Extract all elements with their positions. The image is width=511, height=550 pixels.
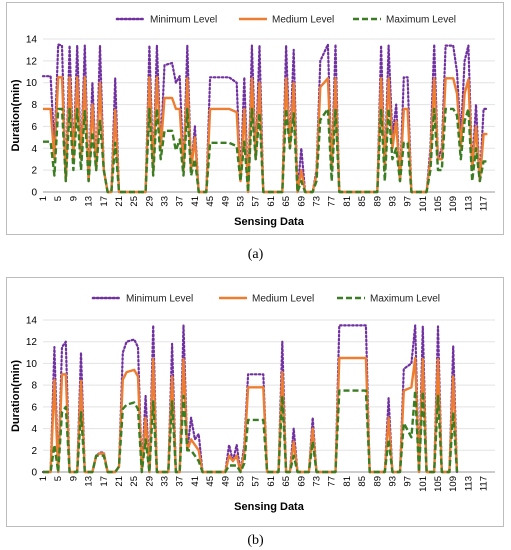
chart-a-x-tick-label: 101	[418, 196, 429, 212]
chart-a-series-medium-level	[43, 76, 488, 194]
chart-b-legend-label: Medium Level	[252, 294, 314, 305]
chart-a-x-tick-label: 1	[38, 196, 49, 201]
chart-a-x-tick-label: 9	[68, 196, 79, 201]
chart-a-x-tick-label: 93	[387, 196, 398, 207]
chart-b-x-tick-label: 21	[114, 476, 125, 487]
chart-b-x-tick-label: 85	[357, 476, 368, 487]
panel-label-a: (a)	[247, 247, 264, 262]
chart-b-x-tick-label: 37	[175, 476, 186, 487]
chart-a-x-tick-label: 69	[296, 196, 307, 207]
chart-b-y-tick-label: 0	[31, 468, 37, 479]
chart-a-x-tick-label: 77	[327, 196, 338, 207]
chart-b-x-tick-label: 9	[68, 476, 79, 481]
chart-a-x-tick-label: 53	[236, 196, 247, 207]
chart-a-x-tick-label: 117	[479, 196, 490, 211]
chart-a-x-tick-label: 41	[190, 196, 201, 207]
chart-a-x-tick-label: 49	[220, 196, 231, 207]
chart-a-series-maximum-level	[43, 107, 488, 194]
chart-b-legend-label: Maximum Level	[370, 294, 440, 305]
panel-label-b: (b)	[247, 533, 264, 548]
chart-b-x-tick-label: 33	[160, 476, 171, 487]
chart-b-x-tick-label: 109	[448, 476, 459, 492]
chart-b-x-tick-label: 53	[236, 476, 247, 487]
chart-b-y-tick-label: 8	[31, 381, 37, 392]
line-chart-a: 0 2 4 6 8 10 12 14 1 5 9 13 17 21 25 29 33 37 41 45 49 53 57 61…	[10, 15, 495, 228]
chart-a-x-tick-label: 13	[84, 196, 95, 207]
chart-a-x-tick-label: 109	[448, 196, 459, 212]
chart-a-y-tick-label: 14	[26, 35, 38, 46]
chart-a-y-tick-label: 4	[31, 144, 37, 155]
chart-b-x-tick-label: 65	[281, 476, 292, 487]
chart-a-y-tick-label: 8	[31, 100, 37, 111]
chart-a-x-tick-label: 33	[160, 196, 171, 207]
chart-a-x-tick-label: 25	[129, 196, 140, 207]
chart-b-x-tick-label: 93	[387, 476, 398, 487]
chart-a-x-tick-label: 57	[251, 196, 262, 207]
chart-a-y-tick-label: 12	[26, 56, 38, 67]
chart-b-x-tick-label: 61	[266, 476, 277, 487]
chart-b-y-axis-label: Duration(min)	[10, 360, 22, 432]
chart-a-x-tick-label: 61	[266, 196, 277, 207]
chart-b-series-medium-level	[43, 356, 459, 474]
chart-b-x-tick-label: 101	[418, 476, 429, 492]
chart-b-x-tick-label: 89	[372, 476, 383, 487]
chart-a-x-tick-label: 81	[342, 196, 353, 207]
chart-a-x-tick-label: 97	[403, 196, 414, 207]
chart-a-x-tick-label: 29	[144, 196, 155, 207]
chart-b-x-tick-label: 69	[296, 476, 307, 487]
chart-a-x-tick-label: 105	[433, 196, 444, 212]
chart-a-x-tick-label: 113	[463, 196, 474, 211]
chart-panel-a: 0 2 4 6 8 10 12 14 1 5 9 13 17 21 25 29 33 37 41 45 49 53 57 61…	[6, 2, 504, 235]
chart-b-y-tick-label: 4	[31, 424, 37, 435]
chart-a-x-axis-label: Sensing Data	[234, 216, 305, 228]
chart-a-y-axis-label: Duration(min)	[10, 79, 22, 151]
chart-b-x-tick-label: 49	[220, 476, 231, 487]
chart-b-x-tick-label: 105	[433, 476, 444, 492]
chart-b-legend-label: Minimum Level	[126, 294, 193, 305]
chart-a-legend-label: Medium Level	[272, 15, 334, 26]
chart-a-x-tick-label: 5	[53, 196, 64, 201]
chart-b-y-tick-label: 10	[26, 359, 38, 370]
chart-a-x-tick-label: 37	[175, 196, 186, 207]
chart-a-x-tick-label: 65	[281, 196, 292, 207]
chart-b-x-tick-label: 5	[53, 476, 64, 481]
chart-a-x-tick-label: 21	[114, 196, 125, 207]
chart-a-y-tick-label: 0	[31, 188, 37, 199]
chart-b-x-axis-label: Sensing Data	[234, 501, 305, 513]
chart-b-x-tick-label: 97	[403, 476, 414, 487]
chart-panel-b: 0 2 4 6 8 10 12 14 1 5 9 13 17 21 25 29 33 37 41 45 49 53 57 61…	[6, 277, 504, 527]
chart-b-x-tick-label: 81	[342, 476, 353, 487]
chart-a-x-tick-label: 85	[357, 196, 368, 207]
chart-b-x-tick-label: 77	[327, 476, 338, 487]
chart-a-x-tick-label: 73	[311, 196, 322, 207]
chart-b-y-tick-label: 14	[26, 316, 38, 327]
chart-b-x-tick-label: 45	[205, 476, 216, 487]
chart-a-y-tick-label: 6	[31, 122, 37, 133]
chart-a-y-tick-label: 10	[26, 78, 38, 89]
chart-b-x-tick-label: 57	[251, 476, 262, 487]
chart-b-x-tick-label: 113	[463, 476, 474, 491]
chart-b-x-tick-label: 41	[190, 476, 201, 487]
chart-a-y-tick-label: 2	[31, 166, 37, 177]
chart-b-x-tick-label: 29	[144, 476, 155, 487]
chart-b-series-maximum-level	[43, 389, 459, 474]
chart-b-y-tick-label: 2	[31, 446, 37, 457]
chart-a-x-tick-label: 17	[99, 196, 110, 207]
chart-b-x-tick-label: 13	[84, 476, 95, 487]
chart-a-x-tick-label: 89	[372, 196, 383, 207]
chart-b-x-tick-label: 117	[479, 476, 490, 491]
chart-a-legend-label: Minimum Level	[150, 15, 217, 26]
chart-a-x-tick-label: 45	[205, 196, 216, 207]
chart-b-x-tick-label: 17	[99, 476, 110, 487]
chart-b-x-tick-label: 73	[311, 476, 322, 487]
chart-b-x-tick-label: 1	[38, 476, 49, 481]
chart-a-legend-label: Maximum Level	[386, 15, 456, 26]
chart-b-y-tick-label: 12	[26, 337, 38, 348]
chart-b-x-tick-label: 25	[129, 476, 140, 487]
chart-b-y-tick-label: 6	[31, 402, 37, 413]
line-chart-b: 0 2 4 6 8 10 12 14 1 5 9 13 17 21 25 29 33 37 41 45 49 53 57 61…	[10, 294, 495, 513]
